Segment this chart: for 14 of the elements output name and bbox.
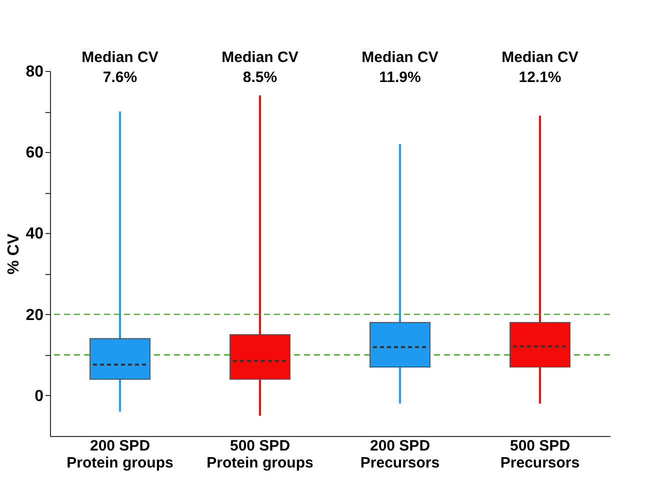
- y-tick-label: 0: [34, 388, 44, 405]
- x-tick-label: 500 SPD Precursors: [500, 438, 580, 472]
- y-tick-label: 40: [26, 226, 44, 243]
- x-tick-label: 200 SPD Precursors: [360, 438, 440, 472]
- x-tick-label: 500 SPD Protein groups: [206, 438, 314, 472]
- y-tick-label: 60: [26, 144, 44, 162]
- annotation: Median CV 11.9%: [362, 49, 438, 86]
- annotation: Median CV 8.5%: [222, 49, 298, 86]
- y-axis-title: % CV: [6, 233, 23, 274]
- y-tick-label: 80: [26, 64, 44, 80]
- annotation: Median CV 12.1%: [502, 49, 578, 86]
- annotation: Median CV 7.6%: [82, 49, 158, 86]
- y-tick-label: 20: [26, 306, 44, 324]
- x-tick-label: 200 SPD Protein groups: [66, 438, 174, 472]
